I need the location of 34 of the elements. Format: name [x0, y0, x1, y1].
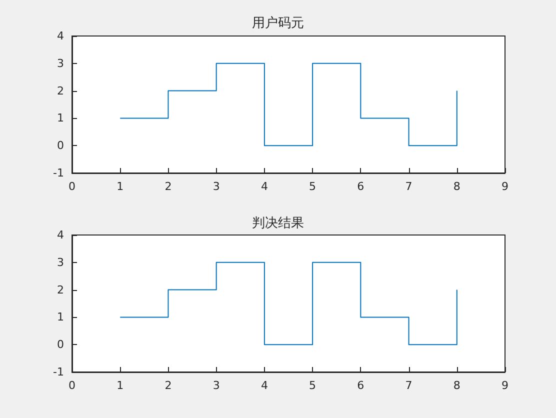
y-tick-label: 0	[57, 338, 64, 352]
y-tick-label: 3	[57, 256, 64, 269]
x-tick-label: 9	[502, 180, 508, 193]
y-tick-label: 4	[57, 228, 64, 242]
chart-title: 判决结果	[252, 216, 304, 231]
x-tick-label: 1	[116, 180, 124, 193]
x-tick-label: 1	[116, 379, 124, 392]
y-tick-label: 3	[57, 56, 64, 70]
x-tick-label: 7	[405, 180, 412, 193]
x-tick-label: 5	[309, 180, 316, 193]
x-tick-label: 0	[68, 180, 76, 193]
x-tick-label: 3	[212, 180, 220, 193]
x-tick-label: 4	[260, 180, 268, 193]
x-tick-label: 0	[68, 379, 76, 392]
x-tick-label: 6	[357, 180, 364, 193]
x-tick-label: 2	[164, 180, 172, 193]
x-tick-label: 6	[357, 379, 364, 392]
x-tick-label: 2	[164, 379, 172, 392]
y-tick-label: 0	[57, 139, 64, 152]
y-tick-label: 2	[57, 283, 64, 296]
x-tick-label: 7	[405, 379, 412, 392]
y-tick-label: -1	[53, 366, 64, 378]
y-tick-label: -1	[53, 166, 64, 180]
y-tick-label: 1	[57, 310, 64, 324]
y-tick-label: 4	[57, 30, 64, 42]
x-tick-label: 3	[212, 379, 220, 392]
x-tick-label: 4	[260, 379, 268, 392]
chart-title: 用户码元	[252, 16, 304, 31]
y-tick-label: 1	[57, 112, 64, 125]
x-tick-label: 8	[453, 379, 460, 392]
x-tick-label: 5	[309, 379, 316, 392]
x-tick-label: 9	[502, 379, 508, 392]
x-tick-label: 8	[453, 180, 460, 193]
y-tick-label: 2	[57, 84, 64, 98]
